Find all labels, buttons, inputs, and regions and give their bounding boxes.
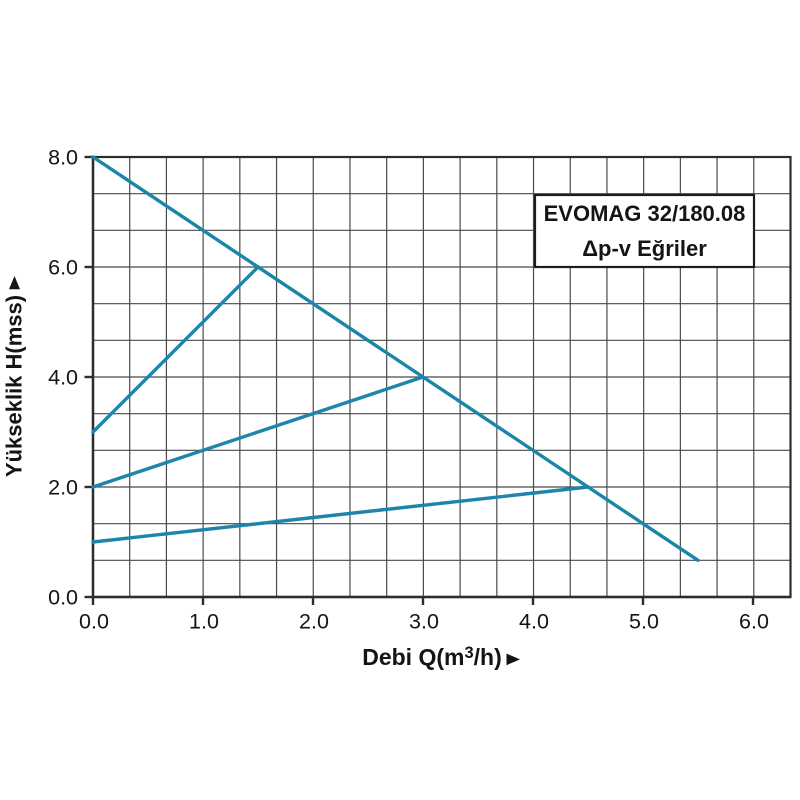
svg-text:6.0: 6.0 [48, 256, 78, 280]
svg-text:Yükseklik H(mss): Yükseklik H(mss) [2, 295, 27, 477]
svg-text:EVOMAG 32/180.08: EVOMAG 32/180.08 [544, 201, 746, 226]
svg-text:3.0: 3.0 [409, 610, 439, 634]
svg-text:6.0: 6.0 [739, 610, 769, 634]
svg-text:4.0: 4.0 [519, 610, 549, 634]
svg-text:8.0: 8.0 [48, 146, 78, 170]
svg-text:1.0: 1.0 [189, 610, 219, 634]
svg-text:4.0: 4.0 [48, 366, 78, 390]
svg-text:0.0: 0.0 [79, 610, 109, 634]
svg-text:2.0: 2.0 [48, 476, 78, 500]
svg-text:Δp-v Eğriler: Δp-v Eğriler [582, 236, 707, 261]
svg-text:2.0: 2.0 [299, 610, 329, 634]
svg-text:Debi Q(m3/h): Debi Q(m3/h) [362, 644, 502, 670]
svg-text:5.0: 5.0 [629, 610, 659, 634]
svg-text:0.0: 0.0 [48, 586, 78, 610]
